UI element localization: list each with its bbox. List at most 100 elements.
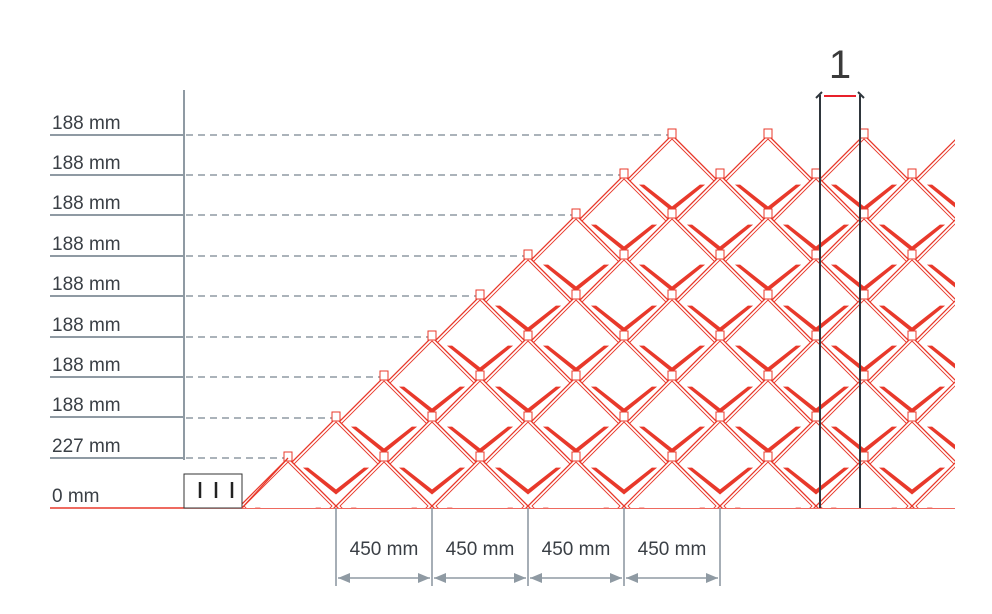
tile-clip-icon [859, 208, 869, 219]
tile-clip-icon [859, 451, 869, 462]
tile-clip-icon [619, 249, 629, 260]
level-label: 188 mm [52, 395, 121, 416]
tile-outline [911, 300, 955, 388]
tile-chevron [976, 306, 992, 332]
level-label: 188 mm [52, 193, 121, 214]
tile-chevron [976, 387, 992, 413]
level-label: 188 mm [52, 274, 121, 295]
tile-outline [815, 457, 913, 508]
tile-clip-icon [523, 330, 533, 341]
width-label: 450 mm [446, 539, 515, 560]
tile-clip-icon [283, 451, 293, 462]
tile-chevron [446, 507, 514, 508]
tile-chevron [878, 467, 946, 495]
tile-inner-outline [915, 304, 955, 384]
tile-outline [911, 219, 955, 307]
callout-number: 1 [829, 43, 851, 87]
tile-outline [911, 381, 955, 469]
tile-grid [239, 128, 992, 514]
roof-tile [719, 451, 817, 508]
width-label: 450 mm [542, 539, 611, 560]
tile-inner-outline [435, 461, 525, 508]
level-label: 188 mm [52, 153, 121, 174]
tile-chevron [926, 426, 955, 450]
tile-clip-icon [619, 168, 629, 179]
tile-chevron [638, 507, 706, 508]
tile-outline [911, 139, 955, 227]
tile-inner-outline [531, 461, 621, 508]
tile-clip-icon [667, 208, 677, 219]
tile-chevron [926, 345, 955, 369]
tile-clip-icon [859, 370, 869, 381]
tile-clip-icon [523, 411, 533, 422]
tile-clip-icon [379, 451, 389, 462]
tile-chevron [542, 507, 610, 508]
tile-chevron [830, 507, 898, 508]
tile-clip-icon [763, 451, 773, 462]
tile-clip-icon [619, 411, 629, 422]
tile-outline [960, 175, 992, 271]
tile-clip-icon [811, 411, 821, 422]
tile-outline [335, 457, 433, 508]
tile-clip-icon [956, 290, 964, 299]
tile-clip-icon [571, 370, 581, 381]
tile-inner-outline [675, 421, 765, 508]
tile-clip-icon [859, 128, 869, 139]
tile-clip-icon [763, 370, 773, 381]
tile-chevron [302, 467, 370, 495]
tile-chevron [398, 467, 466, 495]
roof-tile [960, 250, 992, 352]
tile-inner-outline [964, 422, 992, 510]
tile-chevron [350, 507, 418, 508]
roof-tile [911, 290, 964, 388]
width-label: 450 mm [638, 539, 707, 560]
tile-outline [527, 457, 625, 508]
roof-tile [239, 451, 337, 508]
tick-icon [815, 91, 865, 99]
level-label: 188 mm [52, 315, 121, 336]
tile-clip-icon [571, 451, 581, 462]
tile-clip-icon [667, 289, 677, 300]
roof-tile [960, 331, 992, 433]
tile-clip-icon [811, 249, 821, 260]
roof-tile [911, 139, 955, 227]
tile-clip-icon [715, 249, 725, 260]
tile-clip-icon [667, 451, 677, 462]
tile-clip-icon [523, 249, 533, 260]
roof-tile [911, 219, 955, 307]
width-label: 450 mm [350, 539, 419, 560]
tile-inner-outline [771, 421, 861, 508]
tile-chevron [734, 507, 802, 508]
tile-clip-icon [571, 208, 581, 219]
tile-chevron [254, 507, 322, 508]
level-label: 188 mm [52, 113, 121, 134]
level-label: 0 mm [52, 486, 100, 507]
tile-clip-icon [907, 249, 917, 260]
tile-inner-outline [915, 143, 955, 223]
tile-outline [960, 418, 992, 514]
tile-chevron [926, 507, 933, 508]
tile-clip-icon [379, 370, 389, 381]
tile-inner-outline [964, 341, 992, 429]
tile-outline [960, 337, 992, 433]
tile-inner-outline [964, 260, 992, 348]
roof-tile [431, 451, 529, 508]
tile-clip-icon [763, 289, 773, 300]
tile-outline [719, 457, 817, 508]
level-label: 227 mm [52, 436, 121, 457]
tile-chevron [686, 467, 754, 495]
tile-outline [960, 256, 992, 352]
tile-clip-icon [475, 370, 485, 381]
dimension-lines: 188 mm 188 mm 188 mm 188 mm 188 mm 188 mm 188 … [50, 90, 955, 586]
tile-clip-icon [475, 289, 485, 300]
tile-inner-outline [915, 466, 955, 508]
tile-clip-icon [475, 451, 485, 462]
roof-tile [960, 412, 992, 514]
tile-inner-outline [291, 421, 381, 508]
tile-inner-outline [483, 421, 573, 508]
tile-outline [239, 457, 337, 508]
eave-profile-box [183, 473, 243, 509]
tile-clip-icon [571, 289, 581, 300]
